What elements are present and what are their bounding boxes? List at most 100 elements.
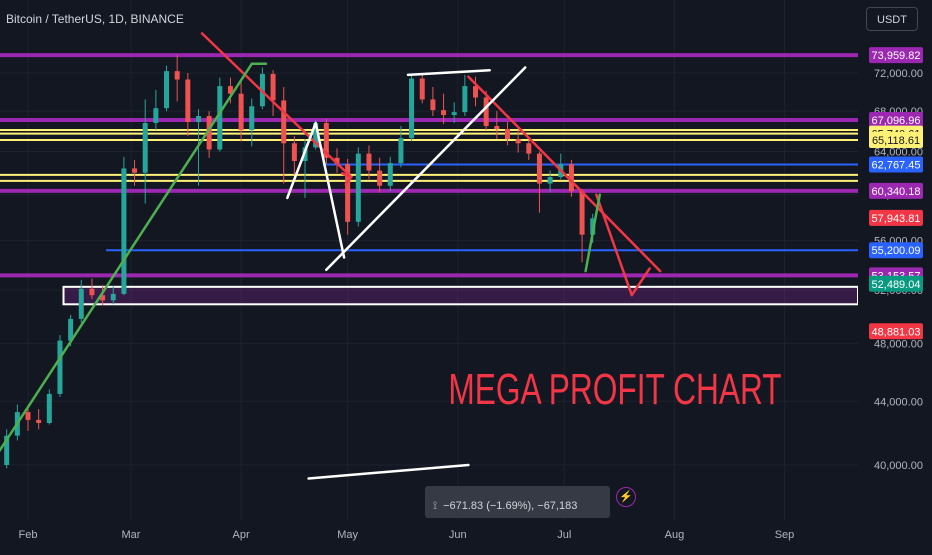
candle [483,97,489,126]
y-tick-label: 44,000.00 [874,396,923,408]
candle [526,143,532,154]
candle [270,73,276,101]
price-label-bg [869,112,923,129]
candle [121,168,127,294]
candle [462,86,468,113]
candle [494,125,500,130]
price-label: 52,489.04 [872,279,921,291]
candle [377,170,383,186]
price-label-bg [869,242,923,259]
candle [398,138,404,164]
candle [334,157,340,165]
candle [195,116,201,122]
candle [409,78,415,139]
trendline-red-descending-march [200,32,353,179]
candle [345,164,351,222]
candle [238,93,244,131]
price-label-bg [869,182,923,199]
x-tick-label: Apr [233,529,250,541]
candle [323,122,329,158]
candle [515,139,521,144]
price-label: 60,340.18 [872,186,921,198]
candle [206,116,212,150]
price-label-bg [869,131,923,148]
currency-selector[interactable]: USDT [866,7,918,31]
trendline-green-bounce [584,193,602,273]
candle [217,86,223,150]
price-label: 67,096.96 [872,115,921,127]
candle [568,164,574,192]
y-tick-label: 64,000.00 [874,147,923,159]
candle [313,122,319,148]
price-label: 48,881.03 [872,326,921,338]
x-tick-label: Jul [557,529,571,541]
lightning-icon[interactable]: ⚡ [616,487,636,507]
candle [430,99,436,111]
x-tick-label: Sep [775,529,795,541]
x-tick-label: May [337,529,358,541]
price-label-bg [869,47,923,64]
mega-profit-annotation: MEGA PROFIT CHART [448,365,781,414]
candle [473,86,479,98]
x-tick-label: Jun [449,529,467,541]
price-label-bg [869,275,923,292]
candle [355,153,361,222]
price-label-bg [869,323,923,340]
measure-tooltip: ⟟ −671.83 (−1.69%), −67,183 [425,486,610,518]
trendline-white-top [406,68,491,77]
ruler-icon: ⟟ [433,500,438,512]
candle [142,122,148,173]
candle [164,71,170,109]
candle [547,177,553,184]
candle [89,288,95,296]
price-label: 62,767.45 [872,160,921,172]
candle [579,191,585,235]
candle [153,108,159,123]
price-label-bg [869,209,923,226]
trendline-white-bottom [307,463,470,480]
candle [36,419,42,424]
candle [281,100,287,144]
candle [291,143,297,161]
candle [4,435,10,465]
trendline-red-projection [595,193,651,297]
candle [68,318,74,341]
candle [249,106,255,131]
candle [227,86,233,94]
candle [504,129,510,140]
trendline-white-wedge [286,121,346,259]
support-zone [62,285,860,306]
candle [419,78,425,100]
candle [132,168,138,173]
price-label: 55,200.09 [872,245,921,257]
candle [25,412,31,420]
candle [387,163,393,186]
candle [110,293,116,301]
measure-text: −671.83 (−1.69%), −67,183 [443,500,578,512]
x-tick-label: Aug [665,529,685,541]
candle [57,340,63,394]
candle [441,110,447,116]
candle [78,288,84,319]
price-label: 73,959.82 [872,50,921,62]
y-tick-label: 48,000.00 [874,338,923,350]
x-tick-label: Feb [19,529,38,541]
arrowhead [340,171,354,186]
candle [100,295,106,301]
symbol-title: Bitcoin / TetherUS, 1D, BINANCE [6,12,184,26]
trendline-green-ascending [0,62,268,453]
y-tick-label: 40,000.00 [874,460,923,472]
candle [366,153,372,171]
candle [536,153,542,184]
candle [185,79,191,122]
x-tick-label: Mar [122,529,141,541]
candle [451,112,457,116]
price-label: 65,118.61 [872,135,920,147]
candle [174,71,180,80]
y-tick-label: 72,000.00 [874,68,923,80]
candle [46,393,52,424]
price-label: 57,943.81 [872,213,921,225]
trendline-white-ascending [325,66,527,272]
